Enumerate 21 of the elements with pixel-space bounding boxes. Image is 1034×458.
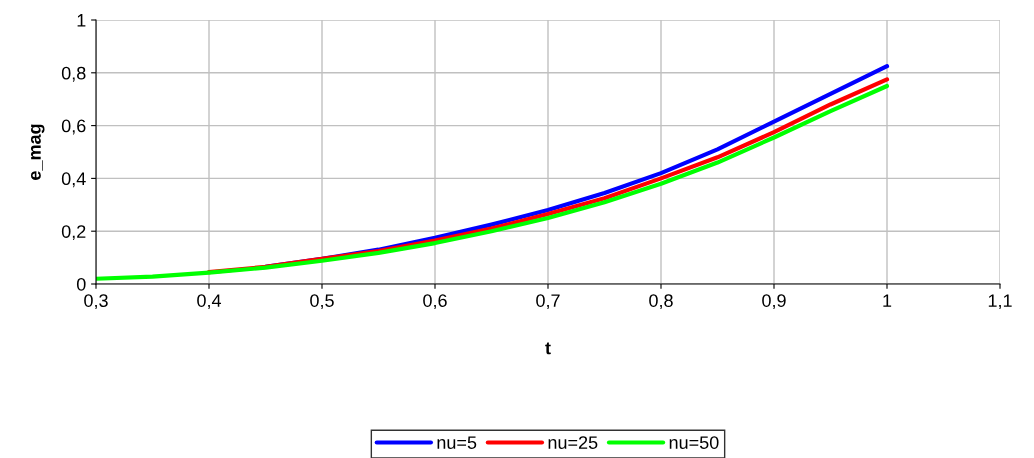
x-tick-label: 0,4 [197, 294, 222, 310]
x-tick-label: 0,9 [762, 294, 786, 310]
legend-label: nu=25 [548, 436, 598, 449]
y-tick-label: 0,8 [61, 66, 86, 82]
x-axis-title: t [545, 342, 551, 355]
line-series [96, 83, 890, 281]
y-tick-label: 0,4 [61, 172, 86, 188]
y-tick-label: 1 [77, 14, 86, 27]
y-tick-label: 0,2 [61, 225, 86, 241]
x-tick-label: 0,6 [423, 294, 447, 310]
legend-label: nu=5 [437, 436, 477, 449]
x-tick-label: 0,3 [84, 294, 108, 310]
x-tick-label: 1,1 [988, 294, 1012, 310]
y-axis-title: e_mag [30, 124, 45, 180]
x-tick-label: 0,8 [649, 294, 673, 310]
x-tick-label: 1 [883, 294, 892, 307]
y-tick-label: 0 [76, 277, 86, 291]
legend-label: nu=50 [669, 436, 719, 449]
x-tick-label: 0,5 [310, 294, 334, 310]
y-tick-label: 0,6 [61, 119, 86, 135]
x-tick-label: 0,7 [536, 294, 560, 310]
